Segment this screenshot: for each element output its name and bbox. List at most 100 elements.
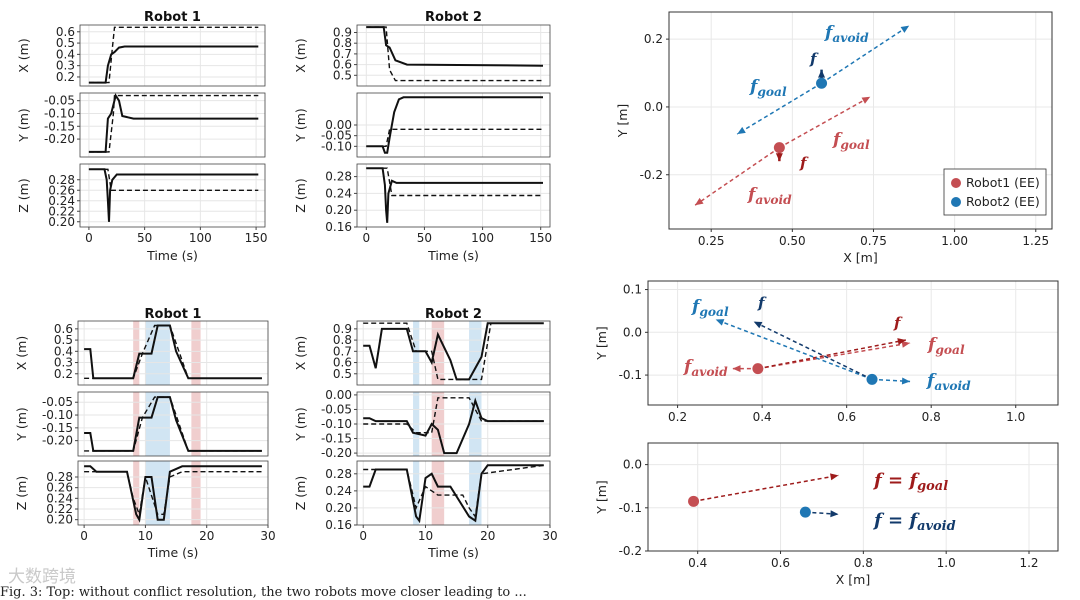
y-tick-label: 0.0: [623, 325, 642, 339]
y-tick-label: 0.28: [325, 170, 352, 184]
y-axis-label: Z (m): [14, 476, 29, 510]
x-tick-label: 1.25: [1022, 234, 1049, 248]
y-axis-label: Z (m): [16, 178, 31, 212]
x-tick-label: 1.0: [1006, 410, 1025, 424]
panel-title: Robot 2: [425, 10, 482, 25]
force-label: fgoal: [749, 77, 787, 99]
y-tick-label: -0.10: [321, 139, 352, 153]
y-tick-label: 0.6: [333, 58, 352, 72]
x-tick-label: 0: [359, 529, 367, 543]
shaded-interval: [191, 321, 201, 385]
end-effector-marker: [752, 363, 764, 375]
force-symbol: f: [691, 297, 702, 317]
force-symbol: f: [824, 23, 835, 43]
force-subscript: goal: [917, 479, 948, 494]
actual-line: [88, 45, 259, 84]
force-label: favoid: [747, 185, 792, 207]
x-tick-label: 0.2: [668, 410, 687, 424]
x-tick-label: 0.4: [688, 556, 707, 570]
force-symbol: f: [683, 357, 694, 377]
y-tick-label: 0.8: [333, 333, 352, 347]
actual-line: [88, 168, 259, 222]
x-tick-label: 0.6: [771, 556, 790, 570]
actual-line: [84, 465, 262, 523]
x-tick-label: 20: [199, 529, 214, 543]
y-tick-label: 0.9: [333, 322, 352, 336]
panel-title: Robot 2: [425, 307, 482, 322]
x-tick-label: 0.6: [837, 410, 856, 424]
force-arrow: [753, 320, 873, 381]
force-arrowhead: [732, 365, 741, 373]
x-tick-label: 1.00: [941, 234, 968, 248]
reference-line: [84, 324, 262, 379]
end-effector-marker: [799, 506, 811, 518]
force-label: f = fgoal: [872, 470, 948, 494]
force-symbol: f: [799, 154, 809, 172]
axes-frame: [647, 442, 1059, 552]
shaded-interval: [133, 392, 140, 456]
axes-frame: [79, 92, 266, 158]
actual-line: [366, 167, 543, 223]
x-tick-label: 150: [529, 231, 552, 245]
y-tick-label: 0.24: [48, 194, 75, 208]
y-tick-label: -0.05: [321, 402, 352, 416]
shaded-interval: [191, 461, 201, 525]
shaded-interval: [469, 321, 482, 385]
axes-frame: [356, 320, 551, 386]
force-label: fgoal: [691, 297, 729, 319]
force-arrow: [693, 474, 839, 503]
axes-frame: [77, 391, 269, 457]
force-subscript: avoid: [917, 519, 956, 534]
y-tick-label: -0.1: [619, 501, 642, 515]
y-tick-label: 0.3: [56, 59, 75, 73]
legend-label: Robot2 (EE): [966, 194, 1040, 209]
y-axis-label: Y (m): [293, 407, 308, 442]
x-tick-label: 100: [189, 231, 212, 245]
y-tick-label: 0.00: [325, 388, 352, 402]
force-subscript: goal: [699, 305, 729, 319]
y-axis-label: Z (m): [293, 178, 308, 212]
x-tick-label: 10: [138, 529, 153, 543]
force-arrowhead: [901, 377, 911, 385]
force-symbol: f = f: [872, 510, 920, 531]
x-tick-label: 0: [85, 231, 93, 245]
y-tick-label: 0.5: [54, 333, 73, 347]
reference-line: [366, 128, 543, 148]
y-tick-label: 0.24: [325, 186, 352, 200]
y-tick-label: -0.10: [44, 106, 75, 120]
x-tick-label: 0.8: [854, 556, 873, 570]
y-tick-label: 0.20: [46, 513, 73, 527]
force-subscript: avoid: [832, 31, 869, 45]
actual-line: [366, 96, 543, 154]
actual-line: [84, 324, 262, 380]
shaded-interval: [145, 392, 170, 456]
y-axis-label: Y [m]: [594, 326, 609, 361]
force-arrow: [805, 511, 839, 516]
axes-frame: [77, 320, 269, 386]
y-tick-label: -0.1: [619, 368, 642, 382]
axes-frame: [647, 280, 1059, 406]
reference-line: [88, 26, 259, 84]
force-arrowhead: [861, 96, 871, 104]
y-tick-label: 0.22: [46, 502, 73, 516]
axes-frame: [79, 163, 266, 228]
shaded-interval: [431, 321, 445, 385]
force-subscript: avoid: [691, 365, 728, 379]
y-tick-label: 0.7: [333, 47, 352, 61]
force-label: f: [757, 294, 767, 312]
y-tick-label: 0.4: [56, 47, 75, 61]
y-tick-label: -0.20: [321, 446, 352, 460]
actual-line: [366, 26, 544, 67]
y-tick-label: 0.2: [644, 32, 663, 46]
y-tick-label: 0.26: [46, 481, 73, 495]
force-subscript: avoid: [934, 379, 971, 393]
axes-frame: [79, 24, 266, 87]
force-arrowhead: [830, 473, 839, 481]
shaded-interval: [413, 321, 420, 385]
reference-line: [363, 322, 544, 381]
force-symbol: f: [926, 371, 937, 391]
y-tick-label: 0.5: [56, 36, 75, 50]
x-axis-label: Time (s): [427, 545, 479, 560]
actual-line: [363, 464, 544, 524]
force-symbol: f: [927, 335, 938, 355]
